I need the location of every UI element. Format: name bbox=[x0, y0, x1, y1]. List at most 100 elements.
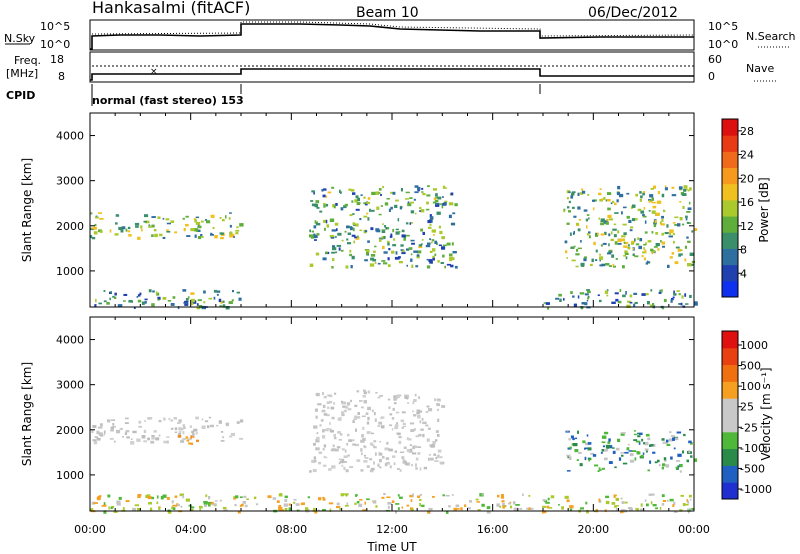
power-cell bbox=[684, 293, 687, 297]
power-cell bbox=[341, 239, 344, 242]
velocity-cell bbox=[168, 417, 171, 421]
power-cell bbox=[693, 303, 698, 306]
power-cell bbox=[689, 263, 694, 266]
velocity-cell bbox=[419, 503, 421, 507]
power-cell bbox=[159, 233, 163, 237]
velocity-cell bbox=[655, 507, 658, 510]
velocity-cell bbox=[657, 459, 660, 463]
velocity-cell bbox=[392, 407, 395, 411]
velocity-ytick-label: 2000 bbox=[56, 424, 84, 437]
power-cell bbox=[91, 236, 96, 240]
velocity-cell bbox=[207, 425, 210, 429]
power-cell bbox=[210, 232, 213, 235]
velocity-cell bbox=[379, 394, 383, 397]
power-cell bbox=[184, 302, 189, 306]
velocity-cell bbox=[363, 389, 366, 392]
power-cell bbox=[398, 231, 401, 233]
power-cell bbox=[128, 300, 133, 303]
power-cell bbox=[229, 234, 234, 238]
velocity-cell bbox=[636, 451, 641, 455]
power-cell bbox=[427, 185, 430, 188]
power-cell bbox=[236, 291, 240, 294]
velocity-cell bbox=[363, 391, 367, 395]
velocity-cell bbox=[186, 498, 188, 502]
power-cell bbox=[655, 232, 659, 235]
power-ylabel: Slant Range [km] bbox=[20, 158, 34, 262]
velocity-cell bbox=[151, 437, 155, 440]
velocity-cell bbox=[218, 420, 222, 424]
velocity-cell bbox=[645, 433, 650, 437]
power-cell bbox=[370, 227, 374, 231]
power-cell bbox=[637, 237, 640, 240]
power-cell bbox=[624, 241, 629, 245]
power-cell bbox=[415, 212, 417, 215]
velocity-cell bbox=[93, 440, 98, 445]
velocity-cell bbox=[688, 510, 690, 514]
power-cell bbox=[606, 218, 609, 221]
velocity-cell bbox=[333, 402, 336, 405]
power-cell bbox=[426, 194, 431, 197]
velocity-cell bbox=[528, 495, 531, 497]
velocity-cell bbox=[239, 419, 244, 423]
velocity-cell bbox=[362, 509, 367, 511]
power-cell bbox=[383, 236, 386, 240]
velocity-cell bbox=[389, 465, 392, 469]
velocity-cell bbox=[378, 421, 383, 425]
power-cell bbox=[394, 256, 399, 260]
power-cell bbox=[592, 207, 595, 211]
velocity-cell bbox=[203, 501, 208, 505]
velocity-cell bbox=[416, 412, 420, 415]
velocity-cell bbox=[386, 496, 391, 498]
velocity-cell bbox=[366, 498, 370, 501]
power-cell bbox=[653, 223, 657, 228]
velocity-cell bbox=[402, 457, 405, 461]
velocity-cell bbox=[322, 464, 327, 467]
velocity-cell bbox=[441, 405, 446, 408]
velocity-cell bbox=[239, 496, 243, 498]
power-cell bbox=[421, 238, 424, 241]
power-cell bbox=[629, 294, 633, 298]
power-cell bbox=[625, 291, 627, 295]
velocity-cell bbox=[188, 504, 192, 507]
velocity-cell bbox=[138, 420, 142, 424]
power-cell bbox=[204, 219, 208, 221]
velocity-cell bbox=[425, 411, 429, 414]
velocity-cell bbox=[173, 507, 176, 510]
power-cell bbox=[390, 233, 393, 237]
power-cell bbox=[610, 238, 614, 242]
velocity-cell bbox=[415, 435, 419, 438]
power-cell bbox=[661, 193, 665, 198]
power-cell bbox=[343, 205, 347, 209]
velocity-cell bbox=[309, 470, 312, 473]
power-cell bbox=[571, 192, 575, 196]
velocity-cell bbox=[341, 464, 344, 467]
velocity-cell bbox=[116, 503, 121, 506]
power-cell bbox=[354, 236, 357, 239]
power-cell bbox=[211, 214, 215, 218]
velocity-cell bbox=[278, 494, 283, 497]
velocity-cell bbox=[620, 497, 623, 500]
power-cell bbox=[680, 249, 683, 251]
power-cell bbox=[206, 220, 211, 224]
power-cell bbox=[193, 218, 196, 221]
velocity-cell bbox=[687, 500, 690, 504]
power-cell bbox=[399, 206, 402, 210]
power-cell bbox=[324, 227, 326, 231]
velocity-cell bbox=[190, 506, 195, 509]
velocity-cell bbox=[455, 508, 460, 510]
power-cell bbox=[588, 235, 591, 239]
power-cell bbox=[386, 198, 390, 200]
velocity-cell bbox=[402, 422, 406, 426]
velocity-cell bbox=[649, 444, 654, 447]
velocity-cell bbox=[234, 503, 237, 507]
velocity-cell bbox=[388, 448, 393, 452]
power-cell bbox=[322, 194, 326, 198]
power-colorbar-segment bbox=[722, 199, 738, 217]
velocity-cell bbox=[246, 498, 249, 500]
power-cell bbox=[426, 201, 429, 205]
velocity-cell bbox=[179, 427, 183, 429]
velocity-cell bbox=[476, 501, 480, 503]
power-colorbar-label: Power [dB] bbox=[757, 177, 771, 242]
velocity-cell bbox=[637, 435, 641, 438]
velocity-cell bbox=[445, 494, 450, 497]
